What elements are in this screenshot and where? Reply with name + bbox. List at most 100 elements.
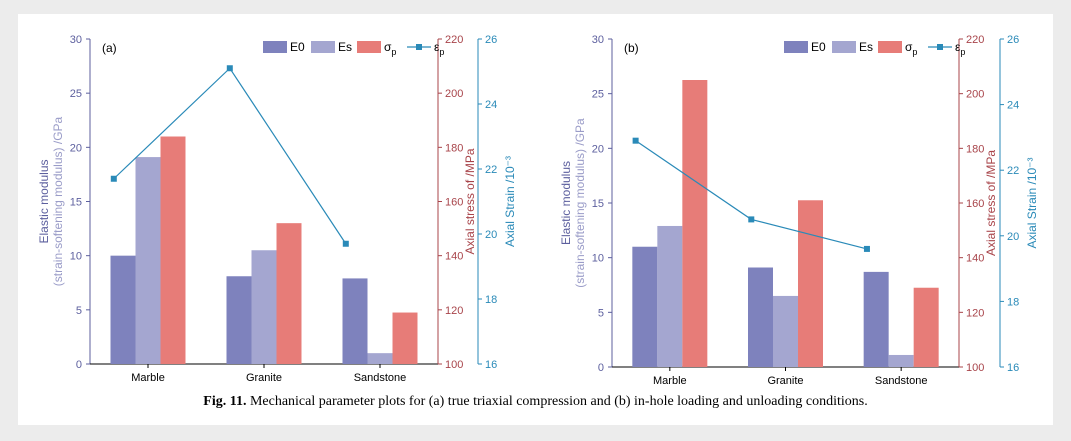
panel-b-left-tick-label: 0: [598, 362, 604, 374]
panel-a-left-tick-label: 20: [70, 142, 82, 154]
panel-a-legend-swatch-sigma: [357, 41, 381, 53]
panel-b-legend-label-eps: εp: [955, 40, 965, 57]
panel-a-x-tick-label: Marble: [131, 372, 165, 384]
panel-a-right-tick-label: 24: [485, 99, 497, 111]
panel-b-bar-sigma-granite: [798, 200, 823, 367]
panel-b-bar-es-granite: [773, 295, 798, 367]
panel-a-mid-tick-label: 220: [445, 34, 463, 46]
panel-b-bar-e0-sandstone: [863, 271, 889, 367]
panel-a-x-tick-label: Granite: [246, 372, 282, 384]
panel-b-right-tick-label: 24: [1007, 100, 1019, 112]
panel-b-mid-tick-label: 140: [966, 253, 984, 265]
panel-b-legend-label-e0: E0: [811, 40, 826, 54]
panel-a-left-tick-label: 15: [70, 197, 82, 209]
panel-b-left-tick-label: 10: [592, 253, 604, 265]
panel-b-left-axis-label-line2: (strain-softening modulus) /GPa: [573, 118, 587, 288]
panel-b-legend-swatch-eps-marker: [937, 44, 943, 50]
panel-a-right-axis-label: Axial Strain /10⁻³: [503, 156, 517, 247]
panel-a-mid-tick-label: 180: [445, 142, 463, 154]
panel-b-left-axis-label-line1: Elastic modulus: [559, 161, 573, 245]
panel-b-eps-point-sandstone: [863, 245, 870, 252]
panel-b-x-tick-label: Sandstone: [875, 375, 928, 387]
panel-b-mid-tick-label: 220: [966, 34, 984, 46]
panel-b-mid-axis-label: Axial stress of /MPa: [984, 150, 998, 256]
panel-a-right-tick-label: 20: [485, 229, 497, 241]
panel-b-legend-label-sigma: σp: [905, 40, 917, 57]
panel-b-panel-label: (b): [624, 41, 639, 55]
panel-a-bar-es-granite: [251, 250, 277, 364]
panel-b-bar-sigma-sandstone: [913, 287, 939, 367]
panel-b-right-tick-label: 20: [1007, 231, 1019, 243]
panel-b-legend-swatch-sigma: [878, 41, 902, 53]
panel-a-right-tick-label: 26: [485, 34, 497, 46]
panel-a-left-tick-label: 30: [70, 34, 82, 46]
panel-a-bar-es-marble: [135, 157, 161, 364]
panel-b-x-tick-label: Marble: [653, 375, 687, 387]
panel-a-left-axis-label-line1: Elastic modulus: [37, 159, 51, 243]
panel-b-right-tick-label: 26: [1007, 34, 1019, 46]
panel-b-left-tick-label: 25: [592, 89, 604, 101]
panel-b-legend-swatch-es: [832, 41, 856, 53]
panel-a-legend-swatch-e0: [263, 41, 287, 53]
panel-a-bar-e0-marble: [110, 255, 136, 364]
panel-a-bar-e0-sandstone: [342, 278, 368, 364]
panel-b-left-tick-label: 30: [592, 34, 604, 46]
panel-a-legend-swatch-eps-marker: [416, 44, 422, 50]
panel-a-left-tick-label: 5: [76, 305, 82, 317]
panel-a-left-tick-label: 0: [76, 359, 82, 371]
panel-a-eps-point-granite: [226, 65, 233, 72]
panel-a-panel-label: (a): [102, 41, 117, 55]
panel-a-right-tick-label: 22: [485, 164, 497, 176]
panel-a-right-tick-label: 16: [485, 359, 497, 371]
panel-b-right-axis-label: Axial Strain /10⁻³: [1025, 157, 1039, 248]
panel-b-mid-tick-label: 160: [966, 198, 984, 210]
panel-a-left-axis-label-line2: (strain-softening modulus) /GPa: [51, 116, 65, 286]
panel-b-eps-point-marble: [632, 137, 639, 144]
charts-svg: 0510152025301001201401601802002201618202…: [37, 34, 1039, 387]
panel-b-right-tick-label: 16: [1007, 362, 1019, 374]
panel-a-mid-tick-label: 140: [445, 251, 463, 263]
panel-a-right-tick-label: 18: [485, 294, 497, 306]
panel-a-legend-swatch-es: [311, 41, 335, 53]
panel-b-mid-tick-label: 120: [966, 307, 984, 319]
panel-a-mid-axis-label: Axial stress of /MPa: [463, 148, 477, 254]
panel-b-bar-es-marble: [657, 225, 683, 367]
panel-b-right-tick-label: 22: [1007, 165, 1019, 177]
panel-a-x-tick-label: Sandstone: [354, 372, 407, 384]
panel-b-left-tick-label: 5: [598, 307, 604, 319]
panel-a-legend-label-eps: εp: [434, 40, 444, 57]
panel-a-bar-es-sandstone: [367, 353, 393, 364]
panel-b-legend-label-es: Es: [859, 40, 873, 54]
panel-a-mid-tick-label: 160: [445, 197, 463, 209]
panel-a-mid-tick-label: 120: [445, 305, 463, 317]
panel-a-legend-label-sigma: σp: [384, 40, 396, 57]
panel-a-legend-label-es: Es: [338, 40, 352, 54]
panel-a-left-tick-label: 10: [70, 251, 82, 263]
panel-b-mid-tick-label: 180: [966, 143, 984, 155]
panel-b-bar-es-sandstone: [888, 354, 914, 367]
panel-a-bar-sigma-sandstone: [392, 312, 418, 364]
panel-b-left-tick-label: 20: [592, 143, 604, 155]
panel-a-left-tick-label: 25: [70, 88, 82, 100]
figure-caption: Fig. 11. Mechanical parameter plots for …: [18, 394, 1053, 410]
panel-a-eps-point-sandstone: [342, 240, 349, 247]
panel-a-bar-sigma-marble: [160, 136, 186, 364]
caption-text: Mechanical parameter plots for (a) true …: [249, 394, 868, 409]
panel-b-left-tick-label: 15: [592, 198, 604, 210]
panel-b-right-tick-label: 18: [1007, 296, 1019, 308]
caption-label: Fig. 11.: [203, 394, 247, 409]
panel-b-bar-e0-marble: [632, 246, 658, 367]
panel-a-bar-e0-granite: [226, 276, 252, 364]
panel-a-eps-point-marble: [110, 175, 117, 182]
panel-b-eps-point-granite: [748, 216, 755, 223]
panel-a-mid-tick-label: 100: [445, 359, 463, 371]
figure: 0 5 10 15 20 25 30 100 120 140 160 180 200 220 16 18 20 2…: [18, 14, 1053, 425]
panel-b-bar-sigma-marble: [682, 80, 708, 367]
panel-a-legend-label-e0: E0: [290, 40, 305, 54]
panel-b-mid-tick-label: 200: [966, 89, 984, 101]
panel-b-x-tick-label: Granite: [767, 375, 803, 387]
panel-a-mid-tick-label: 200: [445, 88, 463, 100]
panel-b-mid-tick-label: 100: [966, 362, 984, 374]
panel-b-bar-e0-granite: [748, 267, 773, 367]
panel-b-legend-swatch-e0: [784, 41, 808, 53]
